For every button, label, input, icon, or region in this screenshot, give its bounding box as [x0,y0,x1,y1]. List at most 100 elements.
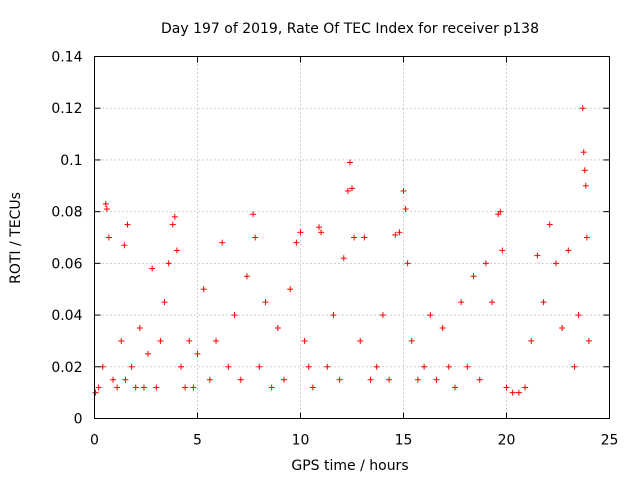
data-point [213,337,220,344]
data-point [262,299,269,306]
x-axis-label: GPS time / hours [291,458,408,474]
data-point [575,312,582,319]
data-point [540,299,547,306]
data-points [92,105,592,396]
data-point [165,260,172,267]
data-point [427,312,434,319]
data-point [482,260,489,267]
data-point [225,363,232,370]
data-point [178,363,185,370]
y-tick-label: 0.08 [51,205,82,221]
data-point [318,229,325,236]
data-point [499,247,506,254]
data-point [231,312,238,319]
data-point [206,376,213,383]
data-point [439,325,446,331]
data-point [324,363,331,370]
axis-ticks [94,56,610,419]
data-point [110,376,117,383]
data-point [95,384,102,391]
y-tick-label: 0.02 [51,360,82,376]
data-point [458,299,465,306]
y-axis-label: ROTI / TECUs [8,192,24,284]
data-point [476,376,483,383]
data-point [386,376,393,383]
data-point [250,211,257,218]
data-point [404,260,411,267]
data-point [433,376,440,383]
data-point [452,384,458,391]
data-point [351,234,358,241]
y-tick-label: 0.06 [51,256,82,272]
data-point [528,337,535,344]
x-tick-label: 25 [601,433,619,449]
data-point [522,384,529,391]
data-point [552,260,559,267]
data-point [140,384,147,391]
data-point [122,376,129,383]
data-point [379,312,386,319]
data-point [396,229,403,236]
data-point [346,159,353,166]
data-point [316,224,323,231]
data-point [114,384,121,391]
data-point [400,187,407,194]
data-point [173,247,180,254]
data-point [102,200,109,207]
x-tick-label: 0 [90,433,99,449]
data-point [128,363,135,370]
y-tick-label: 0.04 [51,308,82,324]
data-point [464,363,471,370]
y-tick-labels: 0 0.02 0.04 0.06 0.08 0.1 0.12 0.14 [51,50,82,428]
data-point [509,389,516,396]
y-tick-label: 0.14 [51,50,82,66]
data-point [361,234,368,241]
data-point [421,363,428,370]
x-tick-label: 15 [395,433,413,449]
data-point [124,221,131,228]
data-point [243,273,250,280]
data-point [515,389,522,396]
data-point [497,208,504,215]
data-point [305,363,312,370]
data-point [330,312,337,319]
data-point [309,384,316,391]
data-point [149,265,156,272]
data-point [582,182,589,189]
chart-title: Day 197 of 2019, Rate Of TEC Index for r… [161,21,539,37]
data-point [336,376,343,383]
data-point [344,187,351,194]
data-point [565,247,572,254]
data-point [169,221,176,228]
data-point [161,299,168,306]
data-point [287,286,294,293]
data-point [392,231,399,238]
data-point [252,234,259,241]
data-point [579,105,586,112]
data-point [470,273,477,280]
data-point [132,384,139,391]
data-point [408,337,415,344]
x-tick-labels: 0 5 10 15 20 25 [90,433,618,449]
data-point [145,350,152,357]
data-point [92,389,99,396]
data-point [194,350,201,357]
plot-frame [94,56,610,419]
x-tick-label: 10 [292,433,310,449]
data-point [157,337,164,344]
data-point [301,337,308,344]
data-point [583,234,590,241]
data-point [373,363,380,370]
data-point [340,255,347,262]
data-point [281,376,288,383]
data-point [585,337,592,344]
data-point [237,376,244,383]
data-point [489,299,496,306]
data-point [349,185,355,192]
data-point [445,363,452,370]
data-point [534,252,541,259]
data-point [367,376,374,383]
data-point [581,167,588,174]
data-point [171,213,178,220]
